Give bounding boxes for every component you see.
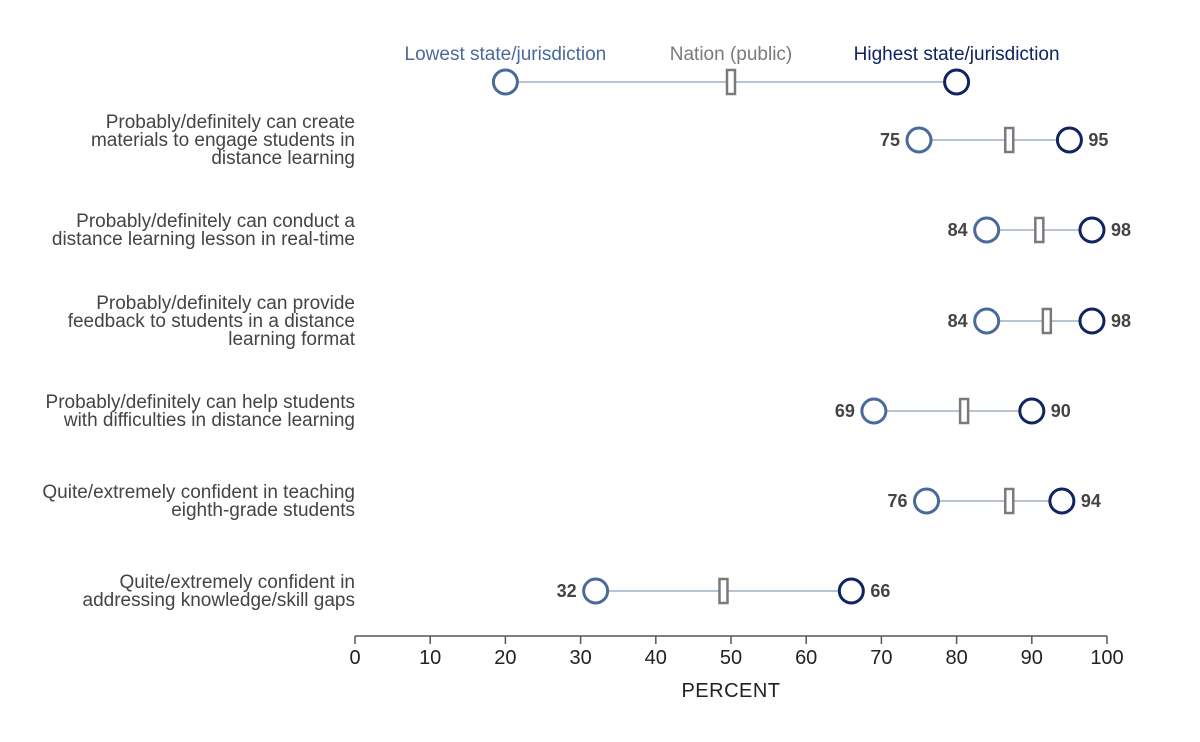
x-tick-label: 20 <box>494 647 516 669</box>
low-point <box>973 307 1001 335</box>
high-point <box>1018 397 1046 425</box>
chart-rows: Probably/definitely can creatematerials … <box>42 112 1131 611</box>
high-point <box>1078 307 1106 335</box>
category-label: Quite/extremely confident in <box>119 572 355 593</box>
x-tick-label: 60 <box>795 647 817 669</box>
category-label: Probably/definitely can provide <box>96 293 355 314</box>
category-label: distance learning lesson in real-time <box>52 229 355 250</box>
legend-low-marker <box>491 68 519 96</box>
nation-point <box>1034 216 1045 244</box>
category-label: distance learning <box>211 148 355 169</box>
category-label: feedback to students in a distance <box>68 311 355 332</box>
x-tick-label: 30 <box>569 647 591 669</box>
high-point <box>1078 216 1106 244</box>
chart-row: Probably/definitely can help studentswit… <box>46 392 1071 431</box>
high-value-label: 66 <box>870 581 890 601</box>
x-axis-title: PERCENT <box>681 680 780 702</box>
x-tick-label: 10 <box>419 647 441 669</box>
nation-point <box>958 397 970 425</box>
legend: Lowest state/jurisdiction Nation (public)… <box>405 44 1060 96</box>
x-tick-label: 50 <box>720 647 742 669</box>
high-value-label: 90 <box>1051 401 1071 421</box>
category-label: with difficulties in distance learning <box>63 410 355 431</box>
nation-point <box>718 577 729 605</box>
category-label: materials to engage students in <box>91 130 355 151</box>
x-axis: 0 10 20 30 40 50 60 70 80 90 100 PERCENT <box>349 635 1124 702</box>
low-value-label: 76 <box>887 491 907 511</box>
high-value-label: 94 <box>1081 491 1101 511</box>
x-tick-label: 100 <box>1090 647 1123 669</box>
chart-row: Probably/definitely can providefeedback … <box>68 293 1131 350</box>
x-tick-label: 40 <box>645 647 667 669</box>
category-label: Probably/definitely can create <box>106 112 355 133</box>
category-label: Probably/definitely can help students <box>46 392 355 413</box>
low-value-label: 75 <box>880 130 900 150</box>
high-value-label: 95 <box>1088 130 1108 150</box>
nation-point <box>1041 307 1053 335</box>
high-point <box>1055 126 1083 154</box>
legend-nation-marker <box>725 68 737 96</box>
low-point <box>973 216 1001 244</box>
high-point <box>837 577 865 605</box>
high-value-label: 98 <box>1111 311 1131 331</box>
low-point <box>860 397 888 425</box>
x-tick-label: 70 <box>870 647 892 669</box>
legend-nation-label: Nation (public) <box>670 44 793 65</box>
low-value-label: 69 <box>835 401 855 421</box>
low-value-label: 84 <box>948 311 968 331</box>
x-tick-label: 0 <box>349 647 360 669</box>
nation-point <box>1003 487 1015 515</box>
category-label: Probably/definitely can conduct a <box>76 211 355 232</box>
high-value-label: 98 <box>1111 220 1131 240</box>
category-label: eighth-grade students <box>171 500 355 521</box>
x-tick-label: 80 <box>945 647 967 669</box>
chart-row: Probably/definitely can creatematerials … <box>91 112 1108 169</box>
legend-high-marker <box>943 68 971 96</box>
chart-row: Quite/extremely confident in teachingeig… <box>42 482 1101 521</box>
category-label: Quite/extremely confident in teaching <box>42 482 355 503</box>
category-label: addressing knowledge/skill gaps <box>83 590 356 611</box>
low-point <box>905 126 933 154</box>
high-point <box>1048 487 1076 515</box>
low-point <box>582 577 610 605</box>
legend-low-label: Lowest state/jurisdiction <box>405 44 607 65</box>
x-tick-label: 90 <box>1021 647 1043 669</box>
nation-point <box>1003 126 1015 154</box>
category-label: learning format <box>228 329 355 350</box>
low-value-label: 84 <box>948 220 968 240</box>
chart-row: Probably/definitely can conduct adistanc… <box>52 211 1131 250</box>
low-point <box>913 487 941 515</box>
legend-high-label: Highest state/jurisdiction <box>854 44 1060 65</box>
low-value-label: 32 <box>557 581 577 601</box>
